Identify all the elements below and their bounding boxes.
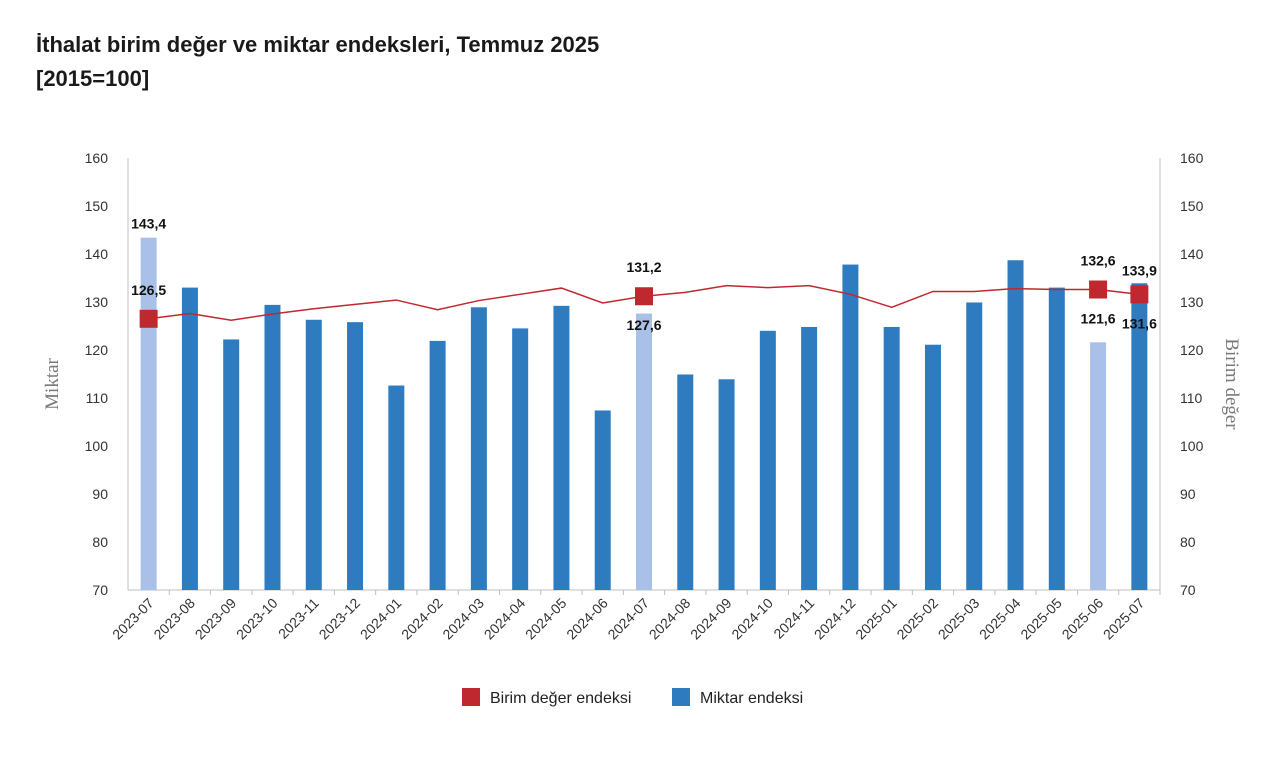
- data-label: 131,2: [626, 259, 661, 275]
- y-tick-right: 120: [1180, 342, 1204, 358]
- bar: [759, 330, 776, 590]
- y-tick-right: 140: [1180, 246, 1204, 262]
- line-marker: [1130, 285, 1149, 304]
- x-tick-label: 2023-11: [275, 595, 322, 642]
- chart-title: İthalat birim değer ve miktar endeksleri…: [36, 32, 600, 57]
- y-tick-left: 80: [92, 534, 108, 550]
- data-label: 132,6: [1081, 253, 1116, 269]
- data-label: 133,9: [1122, 262, 1157, 278]
- bar: [223, 339, 240, 590]
- bar: [470, 307, 487, 590]
- x-tick-label: 2025-05: [1017, 595, 1065, 643]
- y-axis-title-left: Miktar: [42, 357, 63, 409]
- x-tick-label: 2025-02: [893, 595, 941, 643]
- x-tick-label: 2024-12: [811, 595, 859, 643]
- y-tick-right: 100: [1180, 438, 1204, 454]
- bar: [347, 322, 364, 590]
- y-tick-right: 70: [1180, 582, 1196, 598]
- x-tick-label: 2024-05: [522, 595, 570, 643]
- x-tick-label: 2025-07: [1100, 595, 1148, 643]
- x-tick-label: 2024-09: [687, 595, 735, 643]
- bar: [429, 340, 446, 590]
- chart-subtitle: [2015=100]: [36, 66, 150, 91]
- y-tick-right: 110: [1180, 390, 1203, 406]
- legend-swatch-miktar: [672, 688, 690, 706]
- data-label: 131,6: [1122, 315, 1157, 331]
- line-marker: [1089, 280, 1108, 299]
- y-tick-left: 160: [85, 150, 109, 166]
- legend: Birim değer endeksi Miktar endeksi: [462, 688, 803, 707]
- bar: [677, 374, 694, 590]
- x-tick-label: 2025-01: [852, 595, 900, 643]
- chart-title-block: İthalat birim değer ve miktar endeksleri…: [36, 28, 599, 96]
- bar: [1090, 342, 1107, 590]
- y-tick-right: 150: [1180, 198, 1204, 214]
- y-tick-left: 110: [86, 390, 109, 406]
- x-tick-label: 2024-08: [646, 595, 694, 643]
- bar: [181, 287, 198, 590]
- bar: [1131, 283, 1148, 590]
- x-tick-label: 2024-03: [439, 595, 487, 643]
- bar: [842, 264, 859, 590]
- x-tick-label: 2023-09: [192, 595, 240, 643]
- x-tick-label: 2024-06: [563, 595, 611, 643]
- line-series-birim-deger: [139, 280, 1149, 328]
- bar: [512, 328, 529, 590]
- bar: [924, 344, 941, 590]
- x-tick-label: 2023-10: [233, 595, 281, 643]
- y-tick-left: 130: [85, 294, 109, 310]
- line-marker: [139, 309, 158, 328]
- data-label: 127,6: [626, 317, 661, 333]
- y-tick-right: 160: [1180, 150, 1204, 166]
- bar-series-miktar: [140, 237, 1148, 590]
- data-label: 143,4: [131, 216, 166, 232]
- x-tick-label: 2025-06: [1059, 595, 1107, 643]
- x-tick-label: 2024-07: [604, 595, 652, 643]
- data-label: 121,6: [1081, 311, 1116, 327]
- line-marker: [635, 287, 653, 306]
- y-tick-left: 120: [85, 342, 109, 358]
- x-tick-label: 2023-12: [316, 595, 364, 643]
- data-label: 126,5: [131, 282, 166, 298]
- x-tick-label: 2025-04: [976, 595, 1024, 643]
- y-tick-left: 90: [92, 486, 108, 502]
- x-tick-label: 2024-02: [398, 595, 446, 643]
- data-labels: 143,4 126,5 131,2 127,6 132,6 121,6 133,9 131,6: [131, 216, 1157, 334]
- bar: [1048, 287, 1065, 590]
- bar: [801, 326, 818, 590]
- legend-swatch-birim-deger: [462, 688, 480, 706]
- y-tick-right: 90: [1180, 486, 1196, 502]
- x-tick-label: 2024-04: [481, 595, 529, 643]
- x-tick-label: 2024-11: [770, 595, 817, 642]
- y-tick-left: 100: [85, 438, 109, 454]
- x-tick-label: 2025-03: [935, 595, 983, 643]
- y-tick-left: 70: [92, 582, 108, 598]
- legend-label-birim-deger: Birim değer endeksi: [490, 690, 631, 707]
- y-tick-right: 130: [1180, 294, 1204, 310]
- bar: [264, 304, 281, 590]
- x-tick-label: 2024-01: [357, 595, 405, 643]
- bar: [636, 313, 652, 590]
- bar: [305, 319, 322, 590]
- bar: [966, 302, 983, 590]
- bar: [1007, 260, 1024, 590]
- x-tick-label: 2024-10: [728, 595, 776, 643]
- bar: [553, 305, 570, 590]
- y-axis-title-right: Birim değer: [1221, 338, 1242, 430]
- bar: [883, 326, 900, 590]
- x-tick-label: 2023-07: [109, 595, 157, 643]
- y-tick-left: 140: [85, 246, 109, 262]
- bar: [594, 410, 611, 590]
- y-tick-right: 80: [1180, 534, 1196, 550]
- x-tick-label: 2023-08: [150, 595, 198, 643]
- legend-label-miktar: Miktar endeksi: [700, 690, 803, 707]
- bar: [718, 379, 735, 590]
- y-tick-left: 150: [85, 198, 109, 214]
- bar: [388, 385, 405, 590]
